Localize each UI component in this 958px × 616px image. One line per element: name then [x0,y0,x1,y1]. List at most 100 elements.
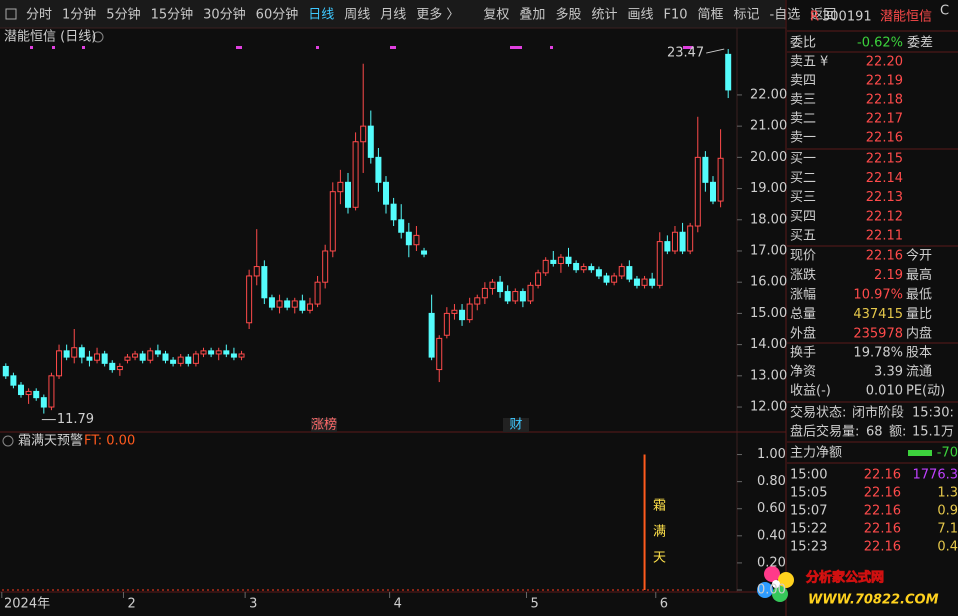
event-tag-bg [311,418,337,432]
bid-label: 买二 [790,171,816,186]
candle-body [436,337,443,371]
logo [757,566,794,602]
stat-label: 量比 [906,307,932,322]
logo-petal [764,566,780,582]
signal-text: 霜满天 [650,498,666,576]
event-tag[interactable]: 财 [509,418,522,433]
toolbar-tab[interactable]: 返回 [810,8,836,23]
stat-value: 19.78% [853,346,903,361]
candle-body [162,353,169,361]
candle-body [223,350,230,355]
toolbar-tab[interactable]: 15分钟 [151,7,194,23]
toolbar-tab[interactable]: 统计 [591,8,617,23]
bid-label: 买三 [790,190,816,205]
y-tick-label: 0.80 [757,474,786,489]
stock-code: 300191 [822,10,872,25]
force-value: -70 [937,446,958,461]
title-icon[interactable] [92,31,104,43]
toolbar-tab[interactable]: 60分钟 [256,7,299,23]
window-icon [5,8,17,20]
candle-body [10,375,17,386]
event-tag[interactable]: 涨榜 [311,417,337,433]
candle-body [25,390,32,396]
ask-label: 卖五 [790,55,816,70]
signal-dot [52,46,55,49]
stock-name: 潜能恒信 [880,10,932,25]
toolbar-tab[interactable]: F10 [663,8,687,23]
y-tick-label: 19.00 [750,181,787,196]
candle-body [291,300,298,308]
bid-price: 22.15 [866,152,903,167]
candle-body [322,250,329,283]
y-tick-label: 20.00 [750,150,787,165]
toolbar-tab[interactable]: 1分钟 [62,7,96,23]
x-tick-label: 5 [530,597,538,612]
candle-body [725,53,732,91]
toolbar-tab[interactable]: 标记 [734,8,760,23]
candle-body [694,156,701,227]
trade-time: 15:00 [790,468,827,483]
ask-label: 卖二 [790,112,816,127]
trade-time: 15:23 [790,540,827,555]
toolbar-tab[interactable]: 5分钟 [106,7,140,23]
toolbar-tab[interactable]: 分时 [26,8,52,23]
stat-value: 235978 [853,327,903,342]
candle-body [246,275,253,324]
after-amount: 15.1万 [912,425,954,440]
toolbar-tab[interactable]: 复权 [483,7,509,23]
candle-body [116,365,123,371]
ask-price: 22.20 [866,55,903,70]
bid-price: 22.13 [866,190,903,205]
candle-body [177,356,184,364]
toolbar-tab[interactable]: 日线 [308,8,334,23]
toolbar-tab[interactable]: 简框 [698,7,724,23]
toolbar-tab[interactable]: 画线 [627,8,653,23]
force-label: 主力净额 [790,446,842,461]
toolbar-tab[interactable]: 30分钟 [203,7,246,23]
candle-body [428,312,435,358]
candle-body [557,256,564,264]
ask-label: 卖一 [790,131,816,146]
stat-value: 0.010 [866,384,903,399]
ask-label: 卖四 [790,74,816,89]
stat-label: 净资 [790,365,816,380]
candle-body [709,181,716,202]
y-tick-label: 18.00 [750,212,787,227]
stat-label: 流通 [906,365,932,380]
candle-body [63,350,70,358]
signal-dot [236,46,242,49]
signal-dot [550,46,553,49]
ask-price: 22.16 [866,131,903,146]
candle-body [527,284,534,302]
candle-body [2,365,9,377]
candle-body [56,350,63,377]
trade-price: 22.16 [864,522,901,537]
state-label: 交易状态: [790,405,846,421]
logo-petal [757,582,773,598]
ratio: -0.62% [857,36,903,51]
flag: R [810,10,819,25]
toolbar-tab[interactable]: 更多 〉 [416,7,459,23]
candle-body [18,384,25,396]
signal-dot [316,46,319,49]
toolbar-tab[interactable]: -自选 [770,8,801,23]
candle-body [139,353,146,361]
candle-body [360,125,367,143]
candle-body [124,356,131,361]
toolbar-tab[interactable]: 多股 [555,7,581,23]
toolbar-tab[interactable]: 叠加 [519,8,545,23]
ask-price: 22.17 [866,112,903,127]
bid-price: 22.14 [866,171,903,186]
y-tick-label: 17.00 [750,243,787,258]
stat-label: 内盘 [906,326,932,342]
toolbar-tab[interactable]: 周线 [344,8,370,23]
candle-body [170,359,177,364]
candle-body [626,266,633,280]
indicator-icon[interactable] [2,435,14,447]
toolbar-tab[interactable]: 月线 [380,8,406,23]
candle-body [200,350,207,355]
candle-body [208,350,215,355]
candle-body [367,125,374,158]
watermark-url: WWW.70822.COM [808,593,939,608]
